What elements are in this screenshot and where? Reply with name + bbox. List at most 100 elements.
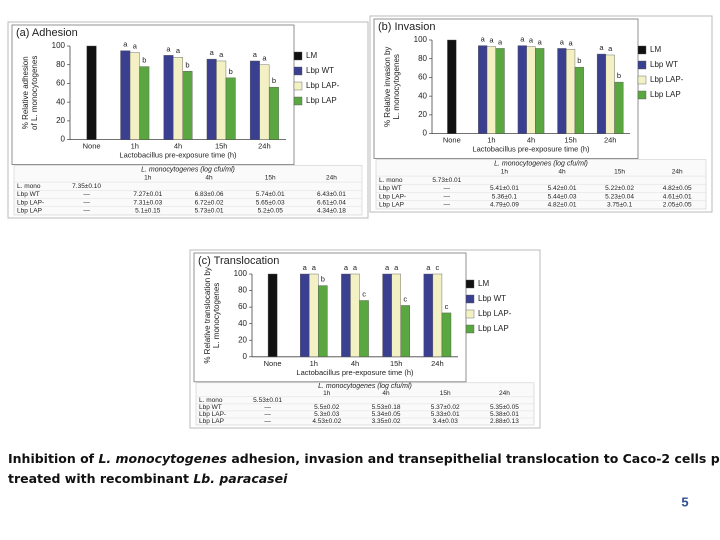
table-cell: 5.65±0.03: [256, 199, 285, 206]
table-cell: 6.83±0.06: [195, 191, 224, 198]
significance-letter: a: [560, 37, 565, 46]
bar: [495, 48, 505, 134]
significance-letter: a: [608, 44, 613, 53]
chart-panel: (c) Translocation% Relative translocatio…: [189, 249, 541, 429]
bar: [535, 48, 545, 134]
bar: [350, 273, 360, 358]
bar: [129, 52, 140, 140]
y-axis-label: % Relative translocation by: [203, 267, 212, 364]
y-tick-label: 0: [423, 129, 428, 138]
legend-label: Lbp LAP-: [650, 75, 684, 84]
table-cell: 5.38±0.01: [490, 411, 519, 418]
table-cell: 2.05±0.05: [663, 202, 692, 209]
significance-letter: b: [321, 275, 325, 284]
table-cell: 5.33±0.01: [431, 411, 460, 418]
table-row-label: Lbp LAP-: [17, 199, 44, 206]
significance-letter: c: [445, 302, 449, 311]
x-tick-label: None: [83, 142, 101, 151]
table-row-label: Lbp LAP: [199, 418, 224, 425]
legend-label: Lbp WT: [306, 66, 334, 75]
bar: [517, 45, 527, 134]
caption-segment: L. monocytogenes: [98, 451, 227, 466]
bar: [596, 53, 607, 134]
bar: [486, 46, 496, 134]
table-header: 15h: [614, 169, 625, 176]
significance-letter: a: [498, 37, 503, 46]
x-axis-label: Lactobacillus pre-exposure time (h): [472, 145, 590, 154]
significance-letter: a: [538, 37, 543, 46]
table-header: 1h: [144, 175, 152, 182]
chart-title: (c) Translocation: [198, 255, 279, 267]
significance-letter: b: [272, 76, 276, 85]
table-cell: 4.53±0.02: [312, 418, 341, 425]
x-tick-label: 4h: [527, 136, 535, 145]
bar: [359, 300, 369, 358]
significance-letter: a: [123, 40, 128, 49]
significance-letter: b: [185, 60, 189, 69]
y-tick-label: 20: [418, 110, 427, 119]
table-cell: —: [444, 202, 451, 209]
y-tick-label: 0: [243, 352, 248, 361]
significance-letter: a: [303, 263, 308, 272]
significance-letter: a: [344, 263, 349, 272]
table-cell: —: [83, 191, 90, 198]
x-tick-label: None: [264, 359, 282, 368]
bar: [557, 48, 567, 134]
significance-letter: b: [229, 67, 233, 76]
x-tick-label: 4h: [351, 359, 359, 368]
x-tick-label: 4h: [174, 142, 182, 151]
chart-panel: (a) Adhesion % Relative adhesion of L. mon…: [7, 21, 369, 219]
y-tick-label: 40: [238, 319, 247, 328]
bar: [225, 77, 236, 140]
y-tick-label: 40: [56, 97, 65, 106]
bar: [206, 58, 217, 140]
table-row-label: Lbp WT: [17, 191, 40, 198]
significance-letter: b: [142, 56, 146, 65]
bar: [309, 273, 319, 358]
caption: treated with recombinant Lb. paracasei: [8, 471, 288, 486]
significance-letter: a: [394, 263, 399, 272]
table-cell: 5.36±0.1: [492, 193, 518, 200]
table-cell: 5.53±0.01: [253, 397, 282, 404]
x-tick-label: None: [443, 136, 461, 145]
y-tick-label: 60: [238, 302, 247, 311]
bar: [139, 66, 150, 140]
caption-segment: Lb. paracasei: [193, 471, 288, 486]
table-row-label: Lbp WT: [199, 404, 222, 411]
bar: [566, 49, 576, 134]
legend-label: LM: [478, 279, 489, 288]
significance-letter: a: [520, 35, 525, 44]
bar: [441, 312, 452, 357]
y-axis-label: % Relative invasion by: [383, 47, 392, 127]
caption-segment: Inhibition of: [8, 451, 98, 466]
page-number: 5: [681, 494, 688, 509]
legend-label: LM: [650, 45, 661, 54]
y-tick-label: 100: [52, 41, 66, 50]
x-tick-label: 1h: [131, 142, 139, 151]
bar: [423, 273, 434, 358]
table-cell: —: [83, 199, 90, 206]
y-tick-label: 20: [238, 335, 247, 344]
significance-letter: c: [436, 263, 440, 272]
table-cell: 5.41±0.01: [490, 185, 519, 192]
legend-swatch: [293, 96, 303, 106]
table-header: 15h: [440, 390, 451, 397]
y-tick-label: 0: [61, 135, 66, 144]
table-header: 15h: [265, 175, 276, 182]
legend-swatch: [465, 324, 475, 334]
x-tick-label: 24h: [258, 142, 271, 151]
table-cell: 6.43±0.01: [317, 191, 346, 198]
table-row-label: Lbp LAP-: [199, 411, 226, 418]
table-row-label: Lbp LAP-: [379, 193, 406, 200]
table-row-label: Lbp WT: [379, 185, 402, 192]
y-axis-label: of L. monocytogenes: [30, 56, 39, 130]
significance-letter: a: [569, 38, 574, 47]
table-cell: 7.27±0.01: [133, 191, 162, 198]
legend-label: Lbp LAP: [478, 324, 509, 333]
bar: [216, 60, 227, 140]
y-tick-label: 60: [56, 79, 65, 88]
significance-letter: a: [481, 35, 486, 44]
x-axis-label: Lactobacillus pre-exposure time (h): [119, 151, 237, 160]
bar: [614, 81, 624, 134]
